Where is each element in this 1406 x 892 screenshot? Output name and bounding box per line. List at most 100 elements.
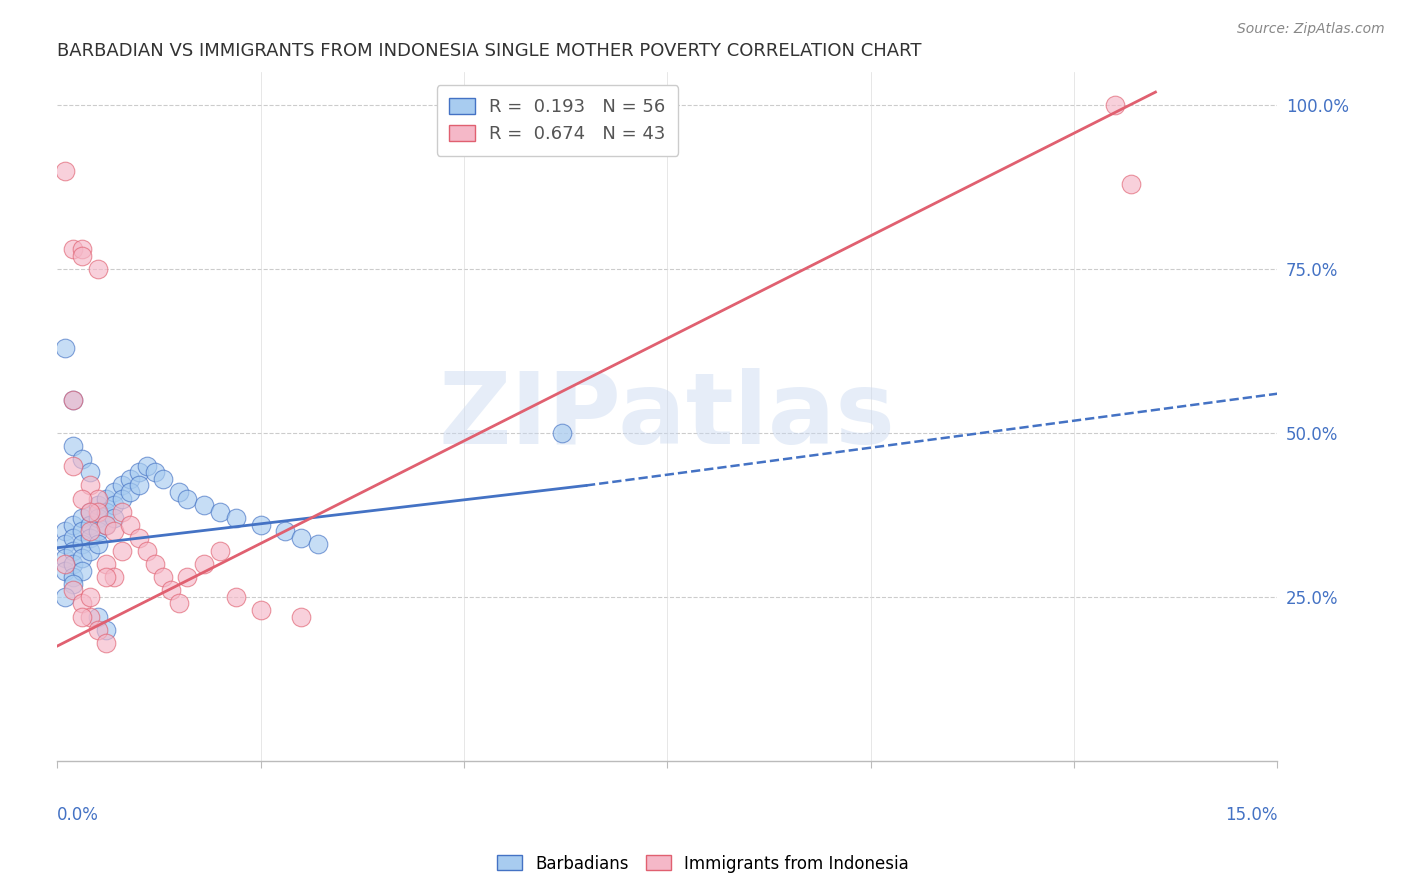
Point — [94, 517, 117, 532]
Point — [70, 564, 93, 578]
Text: Source: ZipAtlas.com: Source: ZipAtlas.com — [1237, 22, 1385, 37]
Point — [103, 524, 125, 539]
Point — [62, 570, 84, 584]
Point — [143, 557, 166, 571]
Point — [53, 564, 76, 578]
Point — [111, 505, 134, 519]
Point — [79, 505, 101, 519]
Point — [62, 557, 84, 571]
Point — [87, 505, 110, 519]
Point — [87, 609, 110, 624]
Point — [62, 517, 84, 532]
Point — [103, 498, 125, 512]
Point — [249, 603, 271, 617]
Point — [120, 472, 142, 486]
Point — [135, 544, 157, 558]
Point — [79, 609, 101, 624]
Point — [53, 524, 76, 539]
Point — [62, 439, 84, 453]
Legend: R =  0.193   N = 56, R =  0.674   N = 43: R = 0.193 N = 56, R = 0.674 N = 43 — [437, 85, 678, 156]
Point — [550, 425, 572, 440]
Point — [103, 570, 125, 584]
Point — [94, 636, 117, 650]
Point — [70, 609, 93, 624]
Point — [53, 163, 76, 178]
Point — [208, 505, 231, 519]
Point — [70, 452, 93, 467]
Point — [70, 524, 93, 539]
Point — [79, 505, 101, 519]
Point — [128, 478, 150, 492]
Point — [87, 262, 110, 277]
Point — [274, 524, 297, 539]
Point — [193, 557, 215, 571]
Point — [62, 393, 84, 408]
Point — [103, 485, 125, 500]
Point — [1104, 98, 1126, 112]
Point — [208, 544, 231, 558]
Point — [87, 623, 110, 637]
Point — [62, 583, 84, 598]
Point — [79, 544, 101, 558]
Point — [94, 623, 117, 637]
Point — [225, 590, 247, 604]
Point — [111, 478, 134, 492]
Point — [70, 597, 93, 611]
Point — [290, 531, 312, 545]
Point — [111, 491, 134, 506]
Point — [94, 570, 117, 584]
Point — [94, 505, 117, 519]
Text: 15.0%: 15.0% — [1225, 805, 1278, 823]
Point — [70, 550, 93, 565]
Point — [160, 583, 183, 598]
Text: BARBADIAN VS IMMIGRANTS FROM INDONESIA SINGLE MOTHER POVERTY CORRELATION CHART: BARBADIAN VS IMMIGRANTS FROM INDONESIA S… — [58, 42, 922, 60]
Point — [70, 491, 93, 506]
Point — [94, 491, 117, 506]
Point — [103, 511, 125, 525]
Point — [225, 511, 247, 525]
Legend: Barbadians, Immigrants from Indonesia: Barbadians, Immigrants from Indonesia — [491, 848, 915, 880]
Point — [307, 537, 329, 551]
Point — [128, 531, 150, 545]
Point — [193, 498, 215, 512]
Point — [79, 478, 101, 492]
Point — [53, 550, 76, 565]
Text: ZIPatlas: ZIPatlas — [439, 368, 896, 465]
Point — [87, 491, 110, 506]
Point — [79, 531, 101, 545]
Point — [167, 597, 190, 611]
Point — [290, 609, 312, 624]
Point — [128, 466, 150, 480]
Point — [94, 517, 117, 532]
Point — [53, 557, 76, 571]
Point — [152, 472, 174, 486]
Point — [79, 524, 101, 539]
Point — [176, 491, 198, 506]
Text: 0.0%: 0.0% — [58, 805, 98, 823]
Point — [135, 458, 157, 473]
Point — [62, 393, 84, 408]
Point — [70, 249, 93, 263]
Point — [87, 524, 110, 539]
Point — [143, 466, 166, 480]
Point — [62, 544, 84, 558]
Point — [53, 590, 76, 604]
Point — [120, 517, 142, 532]
Point — [53, 341, 76, 355]
Point — [79, 466, 101, 480]
Point — [167, 485, 190, 500]
Point — [249, 517, 271, 532]
Point — [62, 458, 84, 473]
Point — [176, 570, 198, 584]
Point — [70, 537, 93, 551]
Point — [1119, 177, 1142, 191]
Point — [87, 537, 110, 551]
Point — [79, 517, 101, 532]
Point — [62, 243, 84, 257]
Point — [53, 537, 76, 551]
Point — [111, 544, 134, 558]
Point — [152, 570, 174, 584]
Point — [62, 577, 84, 591]
Point — [62, 531, 84, 545]
Point — [87, 498, 110, 512]
